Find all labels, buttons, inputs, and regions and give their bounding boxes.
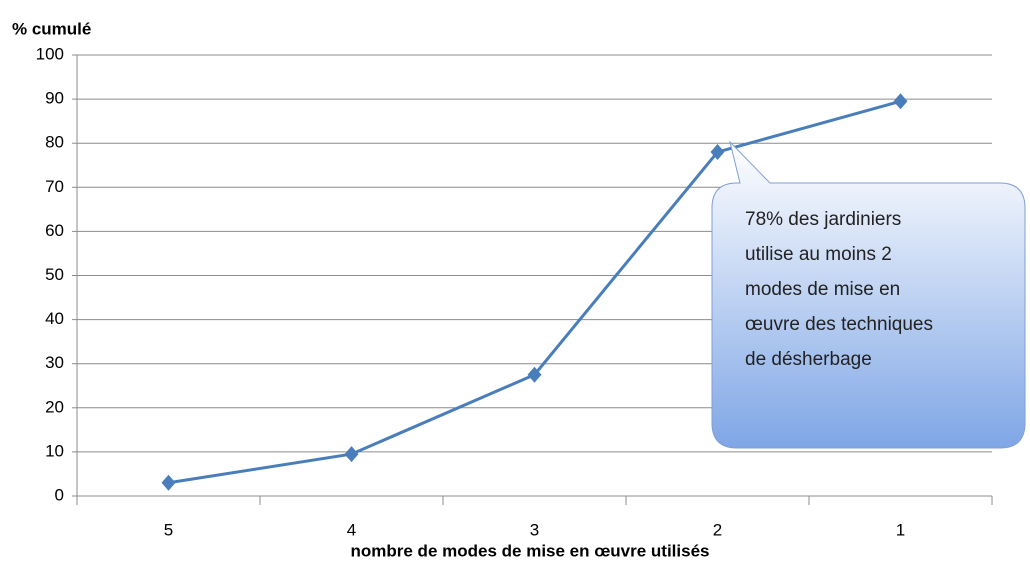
y-tick-label: 0 <box>55 485 64 504</box>
y-tick-label: 60 <box>45 221 64 240</box>
point <box>710 144 725 161</box>
y-tick-label: 100 <box>36 44 64 63</box>
y-tick-label: 80 <box>45 133 64 152</box>
x-tick-label: 5 <box>164 520 173 539</box>
point <box>893 93 908 110</box>
point <box>344 446 359 463</box>
point <box>161 474 176 491</box>
x-tick-label: 4 <box>347 520 356 539</box>
x-tick-label: 1 <box>896 520 905 539</box>
y-tick-label: 40 <box>45 309 64 328</box>
x-tick-label: 3 <box>530 520 539 539</box>
y-tick-label: 10 <box>45 441 64 460</box>
annotation-line: utilise au moins 2 <box>745 244 892 265</box>
annotation-line: œuvre des techniques <box>745 314 933 335</box>
y-tick-label: 30 <box>45 353 64 372</box>
callout <box>711 140 1026 449</box>
annotation-line: 78% des jardiniers <box>745 209 901 230</box>
annotation-line: modes de mise en <box>745 279 900 300</box>
y-tick-label: 70 <box>45 177 64 196</box>
x-tick-label: 2 <box>713 520 722 539</box>
annotation-line: de désherbage <box>745 349 872 370</box>
y-tick-label: 50 <box>45 265 64 284</box>
y-tick-label: 20 <box>45 397 64 416</box>
y-axis-label: % cumulé <box>12 19 91 38</box>
x-axis-label: nombre de modes de mise en œuvre utilisé… <box>351 541 710 560</box>
point <box>527 366 542 383</box>
y-tick-label: 90 <box>45 89 64 108</box>
